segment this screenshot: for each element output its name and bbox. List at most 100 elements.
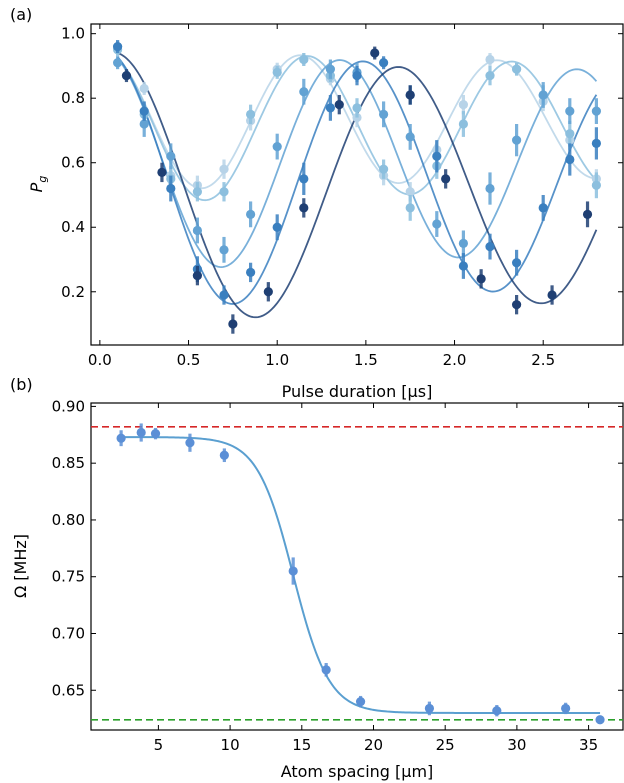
data-marker — [272, 67, 282, 77]
data-marker — [219, 290, 229, 300]
data-marker — [352, 103, 362, 113]
data-marker — [246, 109, 256, 119]
data-point — [424, 701, 435, 716]
panel-a-ylabel-main: P — [27, 182, 46, 192]
data-point-series-2 — [565, 120, 575, 147]
data-marker — [352, 71, 362, 81]
panel-a-xlabel: Pulse duration [μs] — [282, 382, 433, 401]
data-point-series-1 — [219, 159, 229, 179]
data-point-series-2 — [379, 159, 389, 179]
data-point-series-3 — [379, 101, 389, 128]
y-tick-label: 0.80 — [52, 511, 85, 529]
data-marker — [485, 183, 495, 194]
panel-b-frame — [90, 402, 624, 731]
data-point-series-4 — [325, 94, 335, 121]
data-point-series-5 — [441, 169, 451, 189]
data-marker — [219, 187, 229, 197]
y-tick-label: 0.65 — [52, 681, 85, 699]
data-point-series-3 — [405, 124, 415, 150]
data-point-series-3 — [565, 98, 575, 125]
data-marker — [246, 267, 256, 278]
data-marker — [458, 119, 468, 129]
data-point-series-5 — [547, 285, 557, 305]
data-point-series-2 — [192, 182, 202, 202]
data-point-series-3 — [272, 133, 282, 160]
panel-a-ticks: 0.0 0.5 1.0 1.5 2.0 2.5 0.2 0.4 0.6 0.8 1.0 — [61, 24, 623, 369]
data-point-series-4 — [432, 140, 442, 173]
panel-a-ylabel-sub: g — [36, 176, 49, 183]
data-marker — [561, 703, 571, 714]
data-marker — [511, 258, 522, 268]
data-point-series-5 — [157, 162, 167, 183]
data-marker — [192, 271, 202, 281]
data-point-series-3 — [219, 236, 229, 263]
data-marker — [136, 427, 146, 438]
y-tick-label: 0.75 — [52, 568, 85, 586]
data-marker — [458, 100, 468, 110]
panel-b-ticks: 5 10 15 20 25 30 35 0.65 0.70 0.75 0.80 0.85 0.90 — [52, 397, 623, 754]
y-tick-label: 0.85 — [52, 454, 85, 472]
data-marker — [150, 429, 161, 439]
data-marker — [538, 203, 548, 213]
data-point-series-5 — [334, 94, 344, 115]
data-marker — [116, 433, 126, 443]
data-marker — [246, 209, 256, 219]
data-marker — [405, 132, 415, 142]
data-marker — [511, 64, 522, 74]
panel-b: (b) 5 10 15 20 25 30 35 0.65 0.70 0.75 0.80 0.85 0.9… — [10, 375, 624, 781]
data-marker — [538, 90, 548, 100]
data-marker — [192, 225, 202, 236]
x-tick-label: 0.0 — [88, 351, 112, 369]
panel-a-label: (a) — [10, 5, 32, 24]
data-point-series-4 — [166, 175, 176, 202]
data-marker — [441, 174, 451, 184]
data-point-series-4 — [299, 162, 309, 195]
data-point-series-2 — [299, 53, 309, 66]
data-marker — [288, 566, 298, 576]
data-marker — [272, 222, 282, 232]
data-point-series-3 — [246, 201, 256, 228]
data-marker — [565, 154, 575, 165]
y-tick-label: 0.4 — [61, 218, 85, 236]
data-marker — [379, 58, 389, 68]
data-point — [595, 715, 605, 725]
panel-b-xlabel: Atom spacing [μm] — [281, 762, 434, 781]
y-tick-label: 0.90 — [52, 397, 85, 415]
data-marker — [458, 261, 468, 271]
data-marker — [113, 58, 123, 68]
x-tick-label: 30 — [507, 736, 526, 754]
data-point-series-5 — [511, 294, 522, 315]
data-marker — [432, 151, 442, 161]
data-marker — [113, 41, 123, 52]
data-point-series-5 — [299, 198, 309, 218]
data-marker — [139, 83, 149, 94]
data-marker — [355, 697, 366, 707]
data-point-series-2 — [591, 172, 602, 199]
data-point — [288, 557, 298, 585]
data-marker — [139, 119, 149, 129]
x-tick-label: 5 — [154, 736, 164, 754]
data-point-series-5 — [476, 269, 486, 289]
data-point-series-2 — [219, 182, 229, 202]
data-marker — [595, 715, 605, 725]
data-point-series-3 — [325, 59, 335, 79]
data-point-series-4 — [458, 253, 468, 279]
panel-a-fit-curves — [116, 52, 598, 319]
data-point-series-3 — [485, 172, 495, 205]
data-marker — [591, 180, 602, 190]
data-marker — [334, 100, 344, 110]
data-point — [492, 705, 502, 717]
data-point-series-3 — [192, 217, 202, 244]
data-point-series-2 — [485, 65, 495, 86]
data-marker — [458, 238, 468, 248]
data-point-series-5 — [228, 314, 238, 334]
y-tick-label: 0.2 — [61, 283, 85, 301]
fit-curve-series-3 — [116, 57, 598, 268]
data-point-series-5 — [121, 69, 132, 83]
data-point-series-5 — [370, 46, 380, 60]
data-marker — [139, 106, 149, 116]
data-marker — [325, 64, 335, 74]
data-point-series-2 — [458, 111, 468, 137]
data-point-series-4 — [139, 101, 149, 121]
data-point — [185, 433, 195, 452]
